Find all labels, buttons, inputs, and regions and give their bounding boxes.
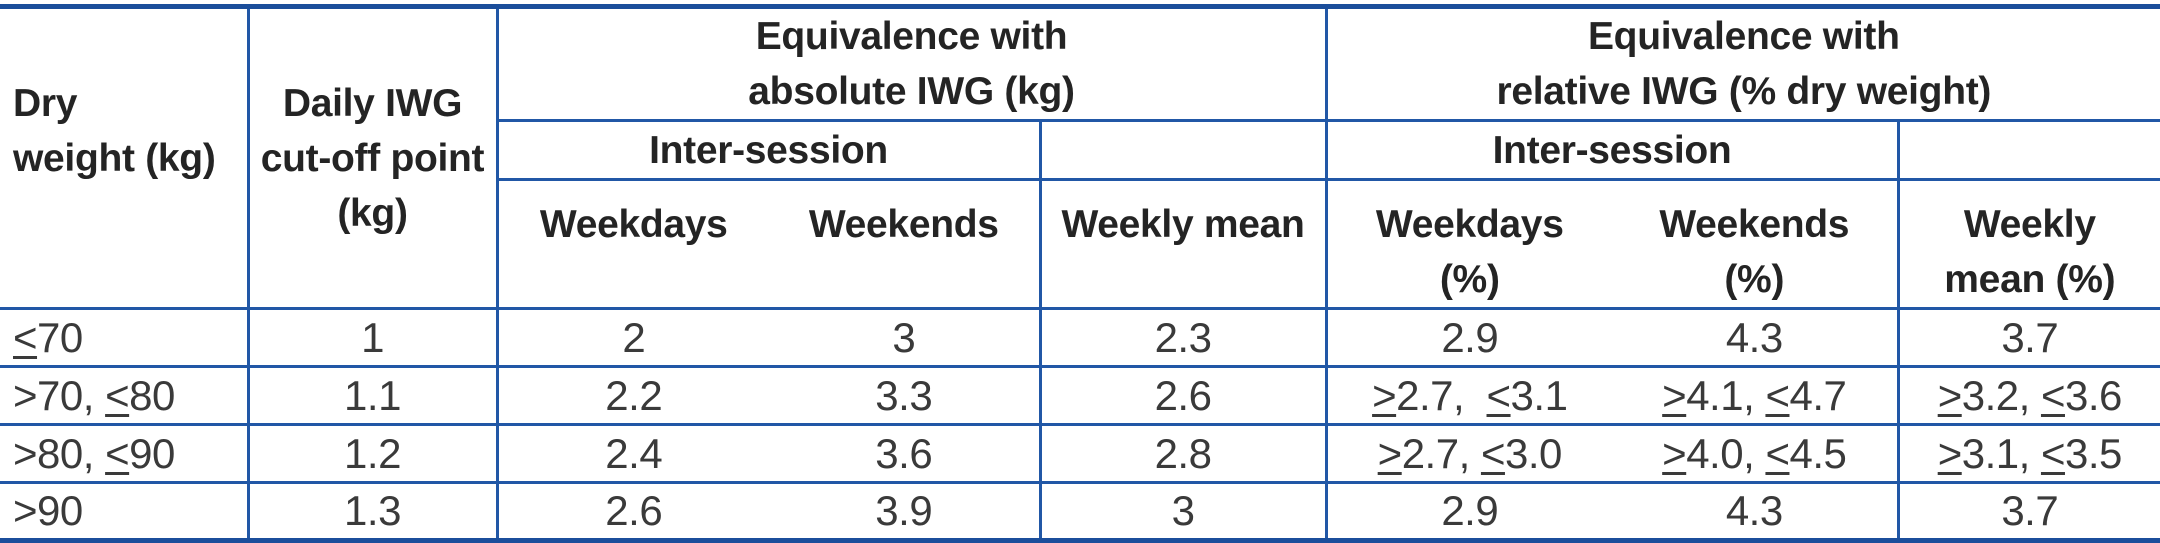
- table-cell: 3.9: [875, 487, 933, 534]
- table-cell: 2.3: [1038, 308, 1327, 367]
- table-cell: >2.7, <3.0: [1324, 424, 1613, 483]
- header-row-intersession: Inter-session Inter-session: [0, 120, 2160, 181]
- header-intersession-absolute: Inter-session: [495, 120, 1040, 181]
- table-cell: 1: [246, 308, 497, 367]
- table-cell: >4.0, <4.5: [1662, 429, 1847, 477]
- header-weekly-mean-absolute: Weekly mean: [1038, 179, 1327, 310]
- header-weekends-absolute: Weekends: [769, 179, 1040, 310]
- table-cell: 3: [892, 313, 916, 361]
- header-row-columns: Weekdays Weekends Weekly mean Weekdays (…: [0, 179, 2160, 310]
- table-cell: <70: [13, 313, 83, 361]
- table-cell: 3: [1038, 482, 1327, 541]
- table-cell: >2.7, <3.1: [1324, 366, 1613, 425]
- table-row: <70 1 2 3 2.3 2.9 4.3 3.7: [0, 308, 2160, 367]
- table-cell: 3.7: [1896, 482, 2160, 541]
- table-row: >80, <90 1.2 2.4 3.6 2.8 >2.7, <3.0 >4.0, <4.5…: [0, 424, 2160, 483]
- table-cell: 3.3: [875, 371, 933, 419]
- table-cell: >3.2, <3.6: [1896, 366, 2160, 425]
- table-row: >90 1.3 2.6 3.9 3 2.9 4.3 3.7: [0, 482, 2160, 541]
- table-cell: >90: [13, 487, 83, 534]
- header-dry-weight: Dry weight (kg): [0, 6, 248, 310]
- header-group-relative-iwg: Equivalence with relative IWG (% dry wei…: [1324, 6, 2160, 122]
- table-cell: >3.1, <3.5: [1896, 424, 2160, 483]
- table-cell: 2: [495, 308, 769, 367]
- table-cell: 2.9: [1324, 308, 1613, 367]
- table-cell: 1.2: [246, 424, 497, 483]
- table-cell: 4.3: [1725, 313, 1783, 361]
- empty-cell-absolute-weekly: [1038, 120, 1327, 181]
- header-intersession-relative: Inter-session: [1324, 120, 1899, 181]
- header-weekends-relative: Weekends (%): [1612, 179, 1899, 310]
- header-weekly-mean-relative: Weekly mean (%): [1896, 179, 2160, 310]
- table-cell: 3.7: [1896, 308, 2160, 367]
- table-cell: >80, <90: [13, 429, 175, 477]
- header-daily-iwg-cutoff: Daily IWG cut-off point (kg): [246, 6, 497, 310]
- table-cell: >70, <80: [13, 371, 175, 419]
- table-cell: 2.6: [1038, 366, 1327, 425]
- table-cell: 2.6: [495, 482, 769, 541]
- table-cell: 3.6: [875, 429, 933, 477]
- empty-cell-relative-weekly: [1896, 120, 2160, 181]
- table-cell: 2.2: [495, 366, 769, 425]
- header-weekdays-absolute: Weekdays: [495, 179, 769, 310]
- table-body: <70 1 2 3 2.3 2.9 4.3 3.7 >70, <80 1.1 2.2 3.3 2.6 >2…: [0, 308, 2160, 541]
- table-cell: 2.9: [1324, 482, 1613, 541]
- header-weekdays-relative: Weekdays (%): [1324, 179, 1613, 310]
- table-cell: >4.1, <4.7: [1662, 371, 1847, 419]
- iwg-equivalence-table: Dry weight (kg) Daily IWG cut-off point …: [0, 4, 2160, 543]
- table-cell: 1.1: [246, 366, 497, 425]
- table-cell: 4.3: [1725, 487, 1783, 534]
- header-group-absolute-iwg: Equivalence with absolute IWG (kg): [495, 6, 1327, 122]
- table-cell: 1.3: [246, 482, 497, 541]
- header-row-groups: Dry weight (kg) Daily IWG cut-off point …: [0, 6, 2160, 310]
- table-cell: 2.8: [1038, 424, 1327, 483]
- table-header: Dry weight (kg) Daily IWG cut-off point …: [0, 6, 2160, 310]
- table-row: >70, <80 1.1 2.2 3.3 2.6 >2.7, <3.1 >4.1, <4.7…: [0, 366, 2160, 425]
- table-cell: 2.4: [495, 424, 769, 483]
